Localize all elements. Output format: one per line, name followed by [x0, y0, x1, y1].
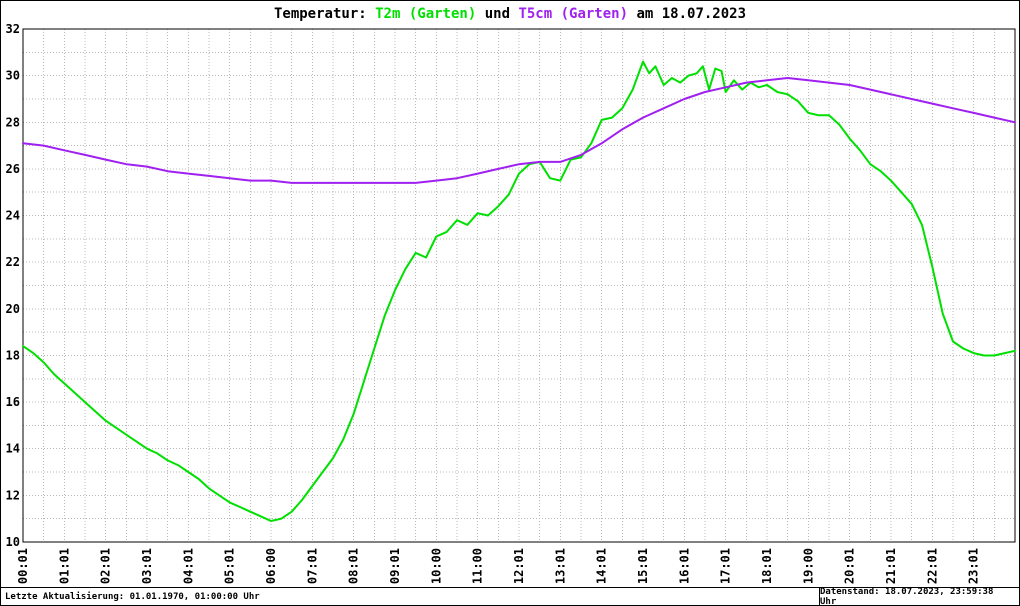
y-tick-label: 32	[6, 22, 20, 36]
y-tick-label: 12	[6, 488, 20, 502]
x-tick-label: 12:01	[512, 548, 526, 584]
y-tick-label: 14	[6, 442, 20, 456]
chart-title: Temperatur: T2m (Garten) und T5cm (Garte…	[1, 1, 1019, 27]
x-tick-label: 04:01	[181, 548, 195, 584]
x-tick-label: 21:01	[884, 548, 898, 584]
y-tick-label: 10	[6, 535, 20, 549]
last-update-label: Letzte Aktualisierung: 01.01.1970, 01:00…	[5, 591, 260, 602]
status-bar: Letzte Aktualisierung: 01.01.1970, 01:00…	[1, 587, 1019, 605]
x-tick-label: 23:01	[967, 548, 981, 584]
x-tick-label: 08:01	[347, 548, 361, 584]
x-tick-label: 07:01	[305, 548, 319, 584]
y-tick-label: 22	[6, 255, 20, 269]
x-tick-label: 01:01	[57, 548, 71, 584]
x-tick-label: 02:01	[99, 548, 113, 584]
x-tick-label: 11:00	[471, 548, 485, 584]
y-tick-label: 28	[6, 115, 20, 129]
y-tick-label: 26	[6, 162, 20, 176]
x-tick-label: 22:01	[925, 548, 939, 584]
x-tick-label: 17:01	[719, 548, 733, 584]
series-line-t2m-garten-	[22, 60, 1016, 522]
data-timestamp-label: Datenstand: 18.07.2023, 23:59:38 Uhr	[819, 587, 1019, 605]
x-tick-label: 06:00	[264, 548, 278, 584]
x-tick-label: 03:01	[140, 548, 154, 584]
y-tick-label: 24	[6, 209, 20, 223]
title-segment: und	[476, 6, 519, 22]
title-segment-t5cm: T5cm (Garten)	[518, 6, 629, 22]
series-line-t5cm-garten-	[22, 77, 1016, 184]
title-segment-t2m: T2m (Garten)	[375, 6, 477, 22]
x-tick-label: 19:00	[801, 548, 815, 584]
x-tick-label: 15:01	[636, 548, 650, 584]
plot-border	[22, 28, 1016, 543]
x-tick-label: 13:01	[553, 548, 567, 584]
x-tick-label: 16:01	[677, 548, 691, 584]
temperature-line-chart: 10 12 14 16 18 20 22 24 26 28 30 32 00:01 01:01 02:01 0…	[6, 22, 1016, 584]
y-tick-label: 30	[6, 69, 20, 83]
title-segment: am 18.07.2023	[628, 6, 747, 22]
y-tick-label: 16	[6, 395, 20, 409]
x-tick-label: 05:01	[223, 548, 237, 584]
x-tick-label: 09:01	[388, 548, 402, 584]
x-tick-label: 00:01	[16, 548, 30, 584]
x-tick-label: 20:01	[843, 548, 857, 584]
x-tick-label: 18:01	[760, 548, 774, 584]
title-segment: Temperatur:	[273, 6, 376, 22]
y-tick-label: 20	[6, 302, 20, 316]
x-tick-label: 14:01	[595, 548, 609, 584]
y-tick-label: 18	[6, 348, 20, 362]
x-tick-label: 10:00	[429, 548, 443, 584]
